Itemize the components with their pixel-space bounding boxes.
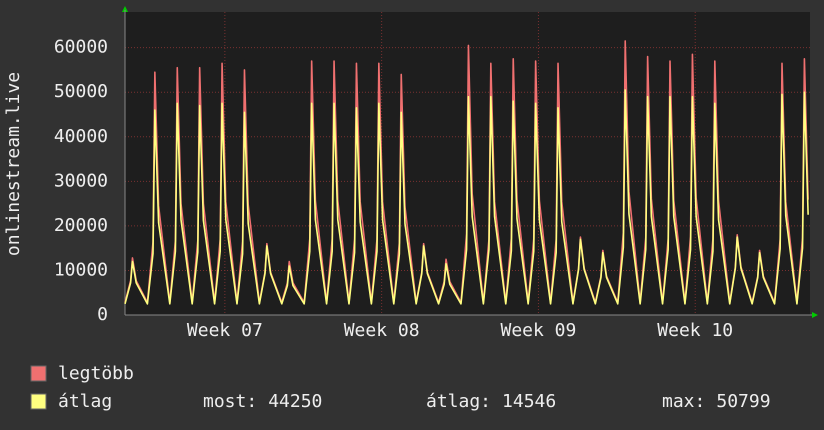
y-tick-label: 40000 (54, 126, 108, 147)
y-tick-label: 10000 (54, 259, 108, 280)
stat-value: 44250 (268, 391, 322, 412)
y-tick-label: 50000 (54, 81, 108, 102)
legend-label: legtöbb (58, 363, 134, 384)
legend-swatch (30, 365, 47, 382)
stat-label: max: (662, 391, 705, 412)
x-tick-label: Week 10 (657, 320, 733, 341)
x-tick-label: Week 08 (344, 320, 420, 341)
stat-label: átlag: (426, 391, 491, 412)
x-tick-label: Week 07 (187, 320, 263, 341)
y-tick-label: 60000 (54, 37, 108, 58)
stat-value: 50799 (716, 391, 770, 412)
y-tick-label: 20000 (54, 215, 108, 236)
legend-swatch (30, 393, 47, 410)
y-tick-label: 30000 (54, 170, 108, 191)
y-tick-label: 0 (97, 304, 108, 325)
stat-label: most: (203, 391, 257, 412)
data-line (124, 89, 809, 305)
axis-arrow (122, 6, 128, 12)
stat-value: 14546 (502, 391, 556, 412)
x-tick-label: Week 09 (500, 320, 576, 341)
axis-arrow (812, 312, 818, 318)
legend-label: átlag (58, 391, 112, 412)
y-axis-label: onlinestream.live (3, 72, 24, 256)
